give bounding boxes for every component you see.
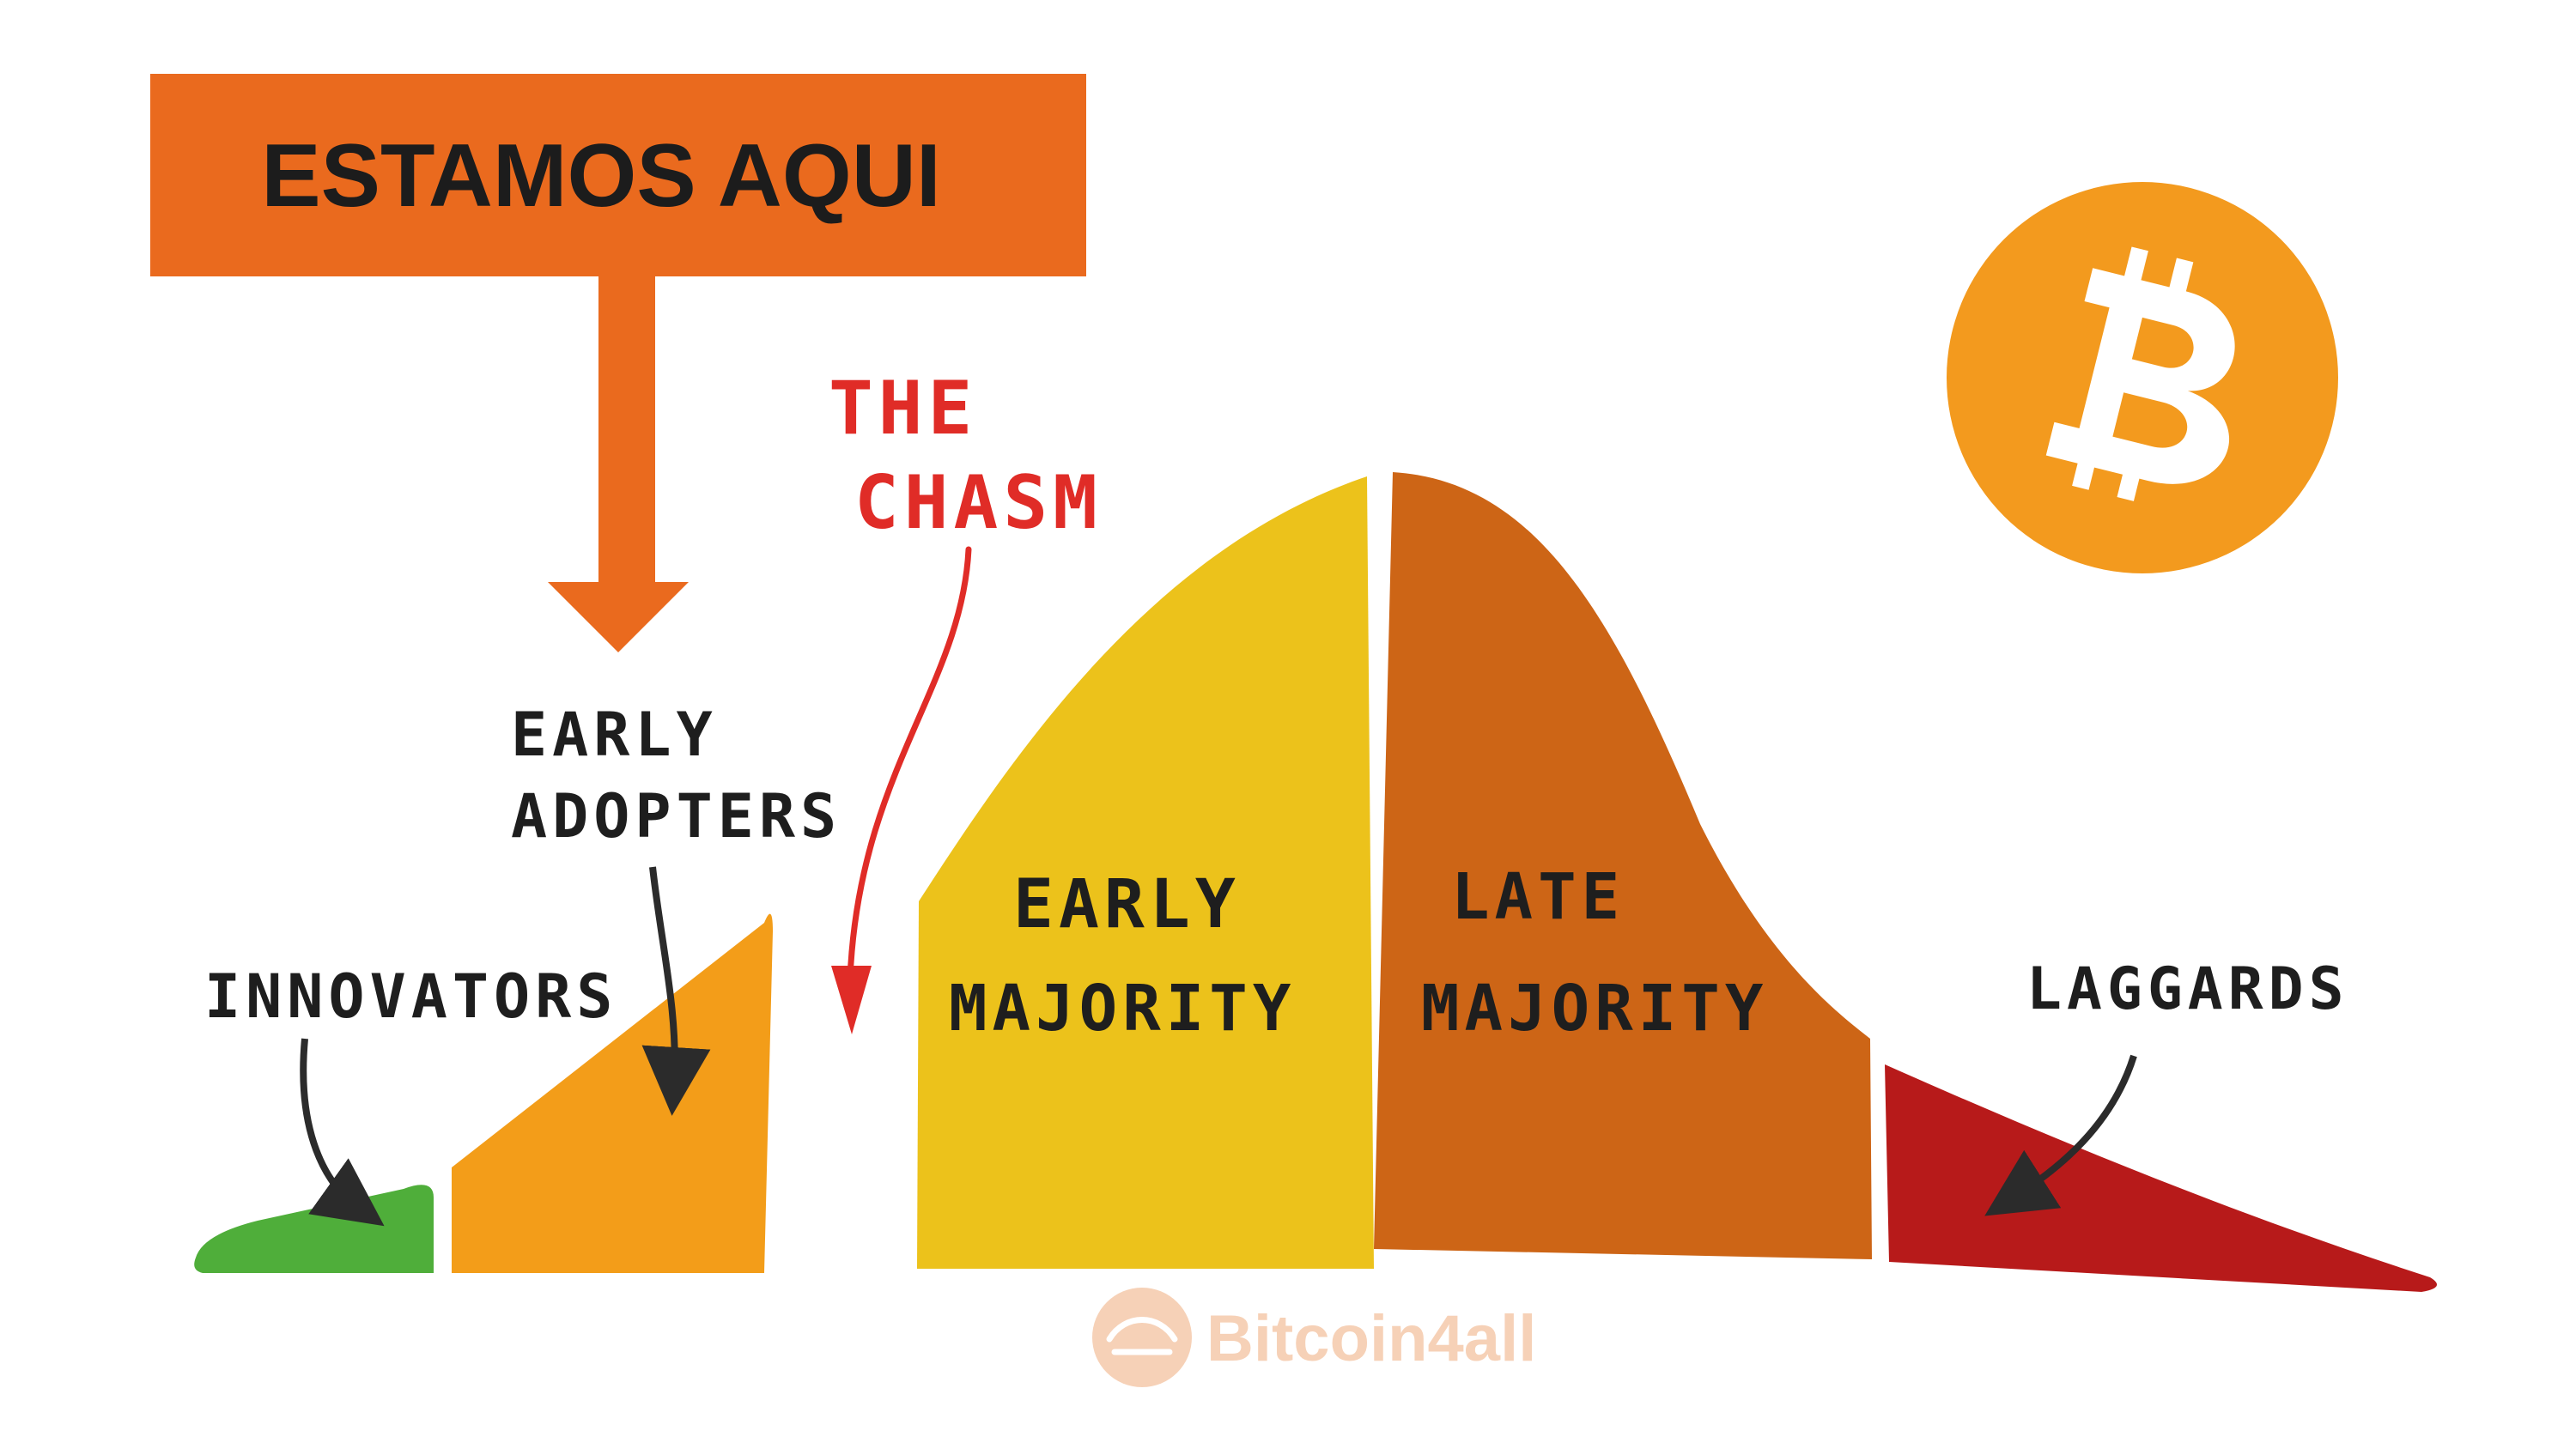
handshake-icon	[1092, 1288, 1192, 1387]
banner-box	[150, 74, 1086, 276]
segment-early-majority	[917, 476, 1374, 1269]
chasm-annotation: THE CHASM	[829, 366, 1103, 1034]
segment-laggards	[1885, 1064, 2437, 1292]
segment-early-adopters	[452, 913, 773, 1273]
early-majority-label-line2: MAJORITY	[949, 972, 1296, 1046]
bitcoin4all-watermark: Bitcoin4all	[1092, 1288, 1536, 1387]
banner-arrow-shaft	[598, 275, 655, 584]
banner-arrow-head	[548, 582, 689, 652]
late-majority-label-line2: MAJORITY	[1421, 972, 1768, 1046]
chasm-label-line2: CHASM	[854, 460, 1103, 546]
laggards-label: LAGGARDS	[2026, 955, 2349, 1023]
segment-innovators	[194, 1185, 434, 1273]
chasm-arrow-head	[831, 966, 872, 1034]
innovators-arrow	[300, 1038, 385, 1227]
chasm-arrow	[847, 546, 972, 982]
chasm-label-line1: THE	[829, 366, 977, 452]
early-adopters-label-line2: ADOPTERS	[511, 781, 841, 852]
early-adopters-label-line1: EARLY	[511, 700, 718, 770]
laggards-arrow	[1984, 1054, 2137, 1216]
segment-late-majority	[1374, 472, 1872, 1259]
late-majority-label-line1: LATE	[1451, 860, 1625, 934]
early-adopters-arrow	[641, 866, 711, 1116]
banner-label: ESTAMOS AQUI	[261, 126, 941, 226]
bitcoin-icon	[1947, 182, 2338, 573]
early-majority-label-line1: EARLY	[1013, 866, 1241, 943]
estamos-aqui-callout: ESTAMOS AQUI	[150, 74, 1086, 652]
innovators-label: INNOVATORS	[204, 961, 617, 1032]
watermark-text: Bitcoin4all	[1206, 1302, 1536, 1375]
